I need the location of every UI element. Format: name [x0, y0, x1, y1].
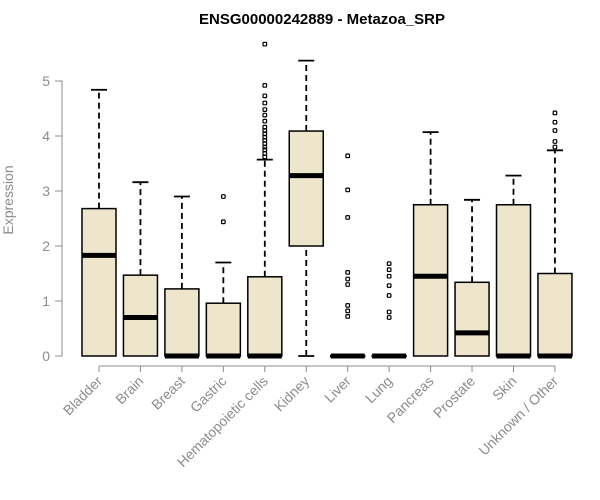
box-hematopoietic-cells [247, 41, 283, 359]
box-gastric [205, 194, 242, 359]
outlier-point [386, 293, 392, 298]
outlier-point [345, 153, 351, 159]
outlier-point [345, 215, 351, 220]
outlier-point [386, 309, 392, 315]
outlier-point [552, 110, 558, 116]
x-tick-label: Prostate [430, 373, 478, 421]
x-tick-label: Lung [362, 373, 395, 406]
outlier-point [345, 276, 351, 282]
box-bladder [81, 88, 117, 357]
outlier-point [262, 93, 268, 99]
box-rect [454, 281, 490, 357]
outlier-point [345, 282, 351, 287]
outlier-point [386, 283, 392, 288]
outlier-point [552, 128, 558, 133]
x-tick-label: Brain [112, 373, 146, 407]
y-tick-label: 3 [42, 183, 50, 199]
y-axis: 0 1 2 3 4 5 [42, 73, 63, 364]
chart-title: ENSG00000242889 - Metazoa_SRP [199, 11, 445, 28]
box-rect [288, 130, 324, 247]
outlier-point [386, 315, 392, 320]
x-tick-label: Kidney [271, 373, 313, 415]
box-kidney [288, 59, 324, 357]
outlier-point [262, 100, 268, 106]
box-prostate [454, 198, 490, 357]
box-rect [537, 272, 573, 357]
outlier-point [345, 308, 351, 314]
outlier-point [220, 219, 226, 225]
box-rect [412, 204, 449, 357]
y-tick-label: 4 [42, 128, 50, 144]
box-rect [247, 276, 283, 357]
x-tick-label: Bladder [60, 373, 106, 419]
outlier-point [386, 267, 392, 273]
outlier-point [345, 303, 351, 308]
outlier-point [262, 118, 268, 124]
outlier-point [262, 112, 268, 118]
outlier-point [262, 124, 268, 130]
box-skin [495, 174, 532, 359]
box-rect [205, 302, 242, 357]
x-tick-label: Breast [148, 373, 188, 413]
outlier-point [552, 119, 558, 125]
outlier-point [345, 187, 351, 193]
box-rect [164, 288, 200, 357]
box-rect [81, 207, 117, 357]
y-axis-label: Expression [0, 165, 16, 234]
box-liver [329, 153, 366, 359]
outlier-point [345, 270, 351, 275]
y-tick-label: 0 [42, 348, 50, 364]
y-tick-label: 1 [42, 293, 50, 309]
outlier-point [345, 314, 351, 319]
box-breast [164, 195, 200, 359]
x-tick-label: Unknown / Other [475, 373, 561, 459]
outlier-point [262, 82, 268, 88]
y-tick-label: 2 [42, 238, 50, 254]
boxes-layer [81, 41, 573, 359]
box-rect [495, 204, 532, 357]
box-pancreas [412, 131, 449, 357]
y-tick-label: 5 [42, 73, 50, 89]
x-tick-label: Skin [489, 373, 520, 404]
outlier-point [262, 151, 268, 157]
outlier-point [262, 147, 268, 153]
outlier-point [552, 144, 558, 150]
box-unknown-other [537, 110, 573, 359]
outlier-point [262, 107, 268, 113]
box-brain [122, 181, 159, 357]
box-lung [371, 261, 407, 359]
outlier-point [262, 41, 268, 47]
outlier-point [386, 273, 392, 279]
x-tick-label: Liver [321, 373, 354, 406]
outlier-point [386, 261, 392, 266]
outlier-point [552, 139, 558, 144]
outlier-point [220, 194, 226, 199]
